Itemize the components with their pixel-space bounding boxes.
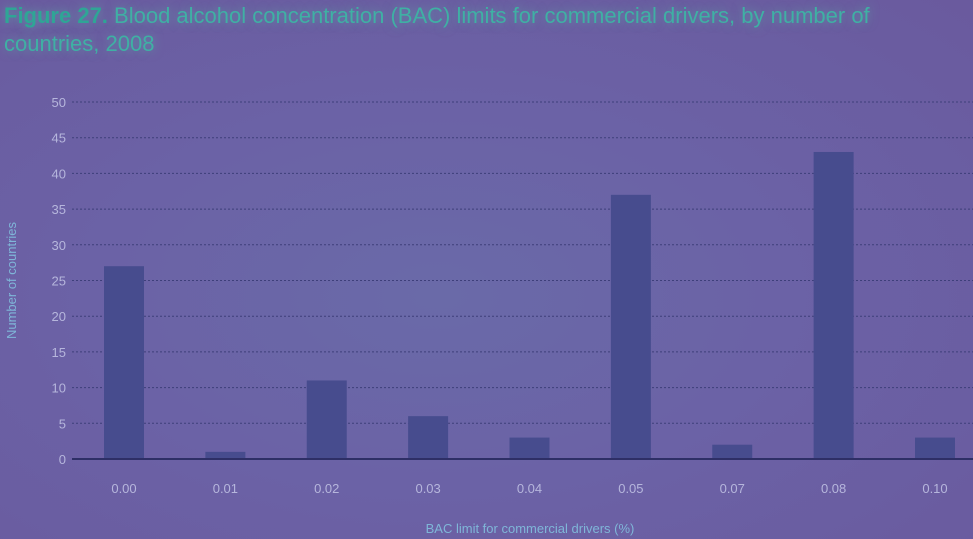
x-tick-label: 0.04 (517, 481, 542, 496)
bar-0.02 (306, 380, 347, 459)
y-tick-label: 50 (52, 95, 66, 110)
y-tick-label: 20 (52, 309, 66, 324)
bar-0.00 (104, 266, 144, 459)
chart-title: Figure 27. Blood alcohol concentration (… (4, 2, 964, 58)
bar-0.05 (610, 194, 651, 459)
y-tick-label: 15 (52, 345, 66, 360)
x-tick-label: 0.08 (821, 481, 846, 496)
bar-0.01 (205, 451, 246, 459)
bar-0.10 (915, 437, 955, 459)
bar-0.04 (509, 437, 550, 459)
x-tick-label: 0.01 (213, 481, 238, 496)
y-tick-label: 45 (52, 131, 66, 146)
figure-label: Figure 27. (4, 3, 108, 28)
bar-0.08 (813, 151, 854, 460)
y-tick-label: 5 (59, 416, 66, 431)
x-tick-label: 0.02 (314, 481, 339, 496)
x-axis-ticks: 0.00 0.01 0.02 0.03 0.04 0.05 0.07 0.08 0.10 (111, 481, 947, 496)
x-tick-label: 0.05 (618, 481, 643, 496)
y-tick-label: 0 (59, 452, 66, 467)
y-tick-label: 30 (52, 238, 66, 253)
x-tick-label: 0.03 (415, 481, 440, 496)
title-text: Blood alcohol concentration (BAC) limits… (4, 3, 870, 56)
y-axis-ticks: 0 5 10 15 20 25 30 35 40 45 50 (52, 95, 66, 467)
bars (104, 151, 955, 460)
x-tick-label: 0.07 (720, 481, 745, 496)
y-tick-label: 35 (52, 202, 66, 217)
y-tick-label: 25 (52, 274, 66, 289)
bar-0.03 (408, 416, 449, 459)
y-tick-label: 10 (52, 381, 66, 396)
x-axis-label: BAC limit for commercial drivers (%) (426, 521, 635, 536)
y-tick-label: 40 (52, 166, 66, 181)
x-tick-label: 0.10 (922, 481, 947, 496)
x-tick-label: 0.00 (111, 481, 136, 496)
bar-0.07 (712, 444, 753, 459)
y-axis-label: Number of countries (4, 221, 19, 339)
